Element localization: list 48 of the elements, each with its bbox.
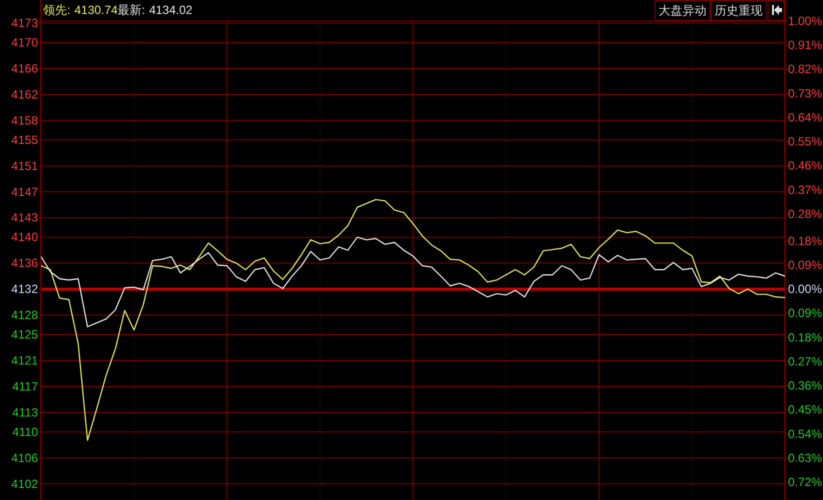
y2-tick-label: 0.82% (788, 62, 822, 76)
line-series (41, 198, 785, 441)
y2-tick-label: 0.64% (788, 110, 822, 124)
y-tick-label: 4151 (11, 158, 38, 173)
y-tick-label: 4173 (11, 16, 38, 30)
y-tick-label: 4110 (12, 424, 38, 439)
y-tick-label: 4147 (11, 184, 38, 199)
text: 4134.02 (149, 3, 193, 17)
y-tick-label: 4170 (11, 36, 38, 50)
y2-tick-label: 0.91% (788, 38, 822, 52)
y2-tick-label: 0.18% (788, 330, 822, 344)
y-tick-label: 4125 (11, 328, 38, 342)
text: 最新: (118, 3, 146, 17)
y-tick-label: 4143 (11, 210, 38, 225)
y2-tick-label: 0.54% (788, 426, 822, 441)
y-tick-label: 4132 (11, 282, 38, 296)
text: 领先: (43, 3, 70, 17)
y2-tick-label: 1.00% (788, 14, 822, 28)
y-tick-label: 4155 (11, 132, 38, 147)
y-tick-label: 4102 (11, 476, 38, 491)
y2-tick-label: 0.45% (788, 402, 822, 417)
y2-tick-label: 0.28% (788, 206, 822, 221)
y-tick-label: 4128 (11, 308, 38, 322)
y2-tick-label: 0.27% (788, 354, 822, 368)
y2-tick-label: 0.36% (788, 378, 822, 393)
y2-tick-label: 0.46% (788, 158, 822, 173)
text: 4130.74 (74, 3, 118, 17)
text: 历史重现 (714, 4, 762, 18)
y2-tick-label: 0.09% (788, 306, 822, 320)
y2-tick-label: 0.72% (788, 475, 822, 490)
y-tick-label: 4162 (11, 87, 38, 102)
y-tick-label: 4113 (12, 405, 38, 420)
y-tick-label: 4158 (11, 113, 38, 128)
y-tick-label: 4166 (11, 62, 38, 76)
y2-tick-label: 0.73% (788, 86, 822, 100)
line-series (41, 236, 785, 328)
y-tick-label: 4106 (11, 450, 38, 465)
y2-tick-label: 0.55% (788, 134, 822, 149)
text: 大盘异动 (658, 4, 706, 18)
y2-tick-label: 0.18% (788, 234, 822, 248)
y-tick-label: 4121 (11, 353, 38, 368)
y2-tick-label: 0.37% (788, 182, 822, 197)
y-tick-label: 4117 (12, 379, 38, 394)
y2-tick-label: 0.00% (788, 282, 822, 296)
y2-tick-label: 0.63% (788, 450, 822, 465)
y-tick-label: 4140 (11, 230, 38, 244)
y2-tick-label: 0.09% (788, 258, 822, 272)
y-tick-label: 4136 (11, 256, 38, 270)
